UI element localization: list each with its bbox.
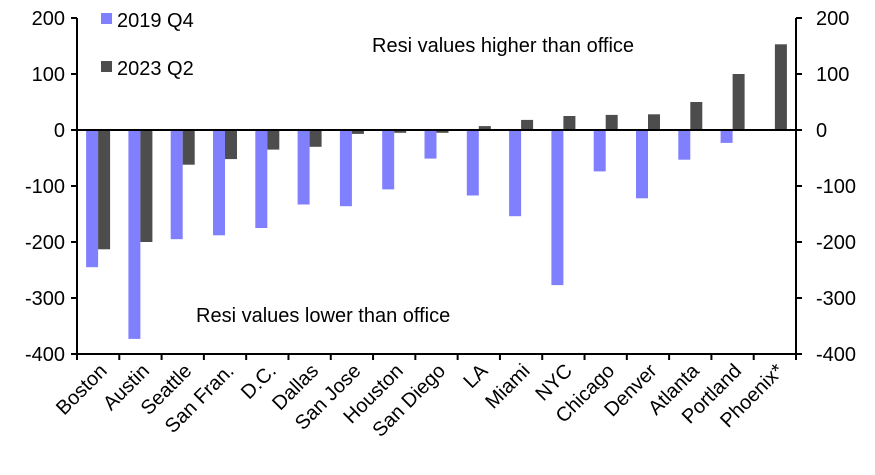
y-right-tick-label: 0: [816, 120, 827, 142]
bar-2023-q2-dallas: [309, 130, 322, 147]
y-left-tick-label: -200: [25, 232, 65, 254]
bar-2019-q4-atlanta: [678, 130, 691, 160]
y-axis-left-ticks: 200 100 0 -100 -200 -300 -400: [25, 8, 77, 366]
bar-2019-q4-dallas: [297, 130, 310, 205]
legend-swatch-2019-q4: [101, 13, 112, 24]
y-right-tick-label: -300: [816, 288, 856, 310]
annotation-lower: Resi values lower than office: [196, 305, 450, 327]
bar-2019-q4-seattle: [170, 130, 183, 240]
y-right-tick-label: 100: [816, 64, 849, 86]
bar-2019-q4-nyc: [551, 130, 564, 286]
y-right-tick-label: -400: [816, 344, 856, 366]
bar-2023-q2-austin: [140, 130, 153, 242]
bar-2023-q2-nyc: [563, 116, 576, 130]
bar-2023-q2-d-c: [267, 130, 280, 150]
bar-2023-q2-atlanta: [690, 102, 703, 130]
bar-2023-q2-san-diego: [436, 130, 449, 133]
bar-2019-q4-san-diego: [424, 130, 437, 159]
y-right-tick-label: -100: [816, 176, 856, 198]
bar-2019-q4-san-fran: [213, 130, 225, 236]
x-category-label: LA: [459, 360, 492, 393]
bar-2019-q4-la: [466, 130, 479, 196]
y-left-tick-label: 0: [54, 120, 65, 142]
bar-2023-q2-denver: [648, 114, 660, 130]
x-category-label: Boston: [52, 360, 112, 420]
legend-swatch-2023-q2: [101, 61, 112, 72]
legend-label-2023-q2: 2023 Q2: [117, 58, 194, 80]
y-axis-right-ticks: 200 100 0 -100 -200 -300 -400: [796, 8, 856, 366]
bar-2019-q4-portland: [720, 130, 733, 143]
y-left-tick-label: -100: [25, 176, 65, 198]
bar-2023-q2-san-jose: [351, 130, 364, 134]
bar-2023-q2-miami: [521, 119, 534, 130]
bar-2019-q4-austin: [128, 130, 141, 339]
legend: 2019 Q4 2023 Q2: [101, 10, 194, 80]
bar-2019-q4-chicago: [593, 130, 606, 172]
bar-2023-q2-la: [478, 126, 491, 130]
y-right-tick-label: -200: [816, 232, 856, 254]
bar-2019-q4-d-c: [255, 130, 268, 228]
y-left-tick-label: 100: [32, 64, 65, 86]
bar-2023-q2-portland: [732, 74, 745, 130]
y-left-tick-label: 200: [32, 8, 65, 30]
bar-2019-q4-houston: [382, 130, 395, 190]
bar-2019-q4-miami: [509, 130, 522, 217]
bar-2023-q2-houston: [394, 130, 407, 133]
bar-2023-q2-san-fran: [225, 130, 237, 160]
y-left-tick-label: -300: [25, 288, 65, 310]
annotation-higher: Resi values higher than office: [372, 35, 634, 57]
bar-2023-q2-phoenix: [774, 44, 787, 130]
y-left-tick-label: -400: [25, 344, 65, 366]
bars-group: [86, 44, 787, 339]
x-category-label: Miami: [481, 360, 534, 413]
bar-2019-q4-boston: [86, 130, 99, 268]
bar-2019-q4-denver: [636, 130, 648, 199]
legend-label-2019-q4: 2019 Q4: [117, 10, 194, 32]
bar-2023-q2-seattle: [182, 130, 195, 165]
y-right-tick-label: 200: [816, 8, 849, 30]
bar-2019-q4-san-jose: [339, 130, 352, 207]
bar-2023-q2-boston: [98, 130, 111, 250]
bar-2023-q2-chicago: [605, 114, 618, 130]
